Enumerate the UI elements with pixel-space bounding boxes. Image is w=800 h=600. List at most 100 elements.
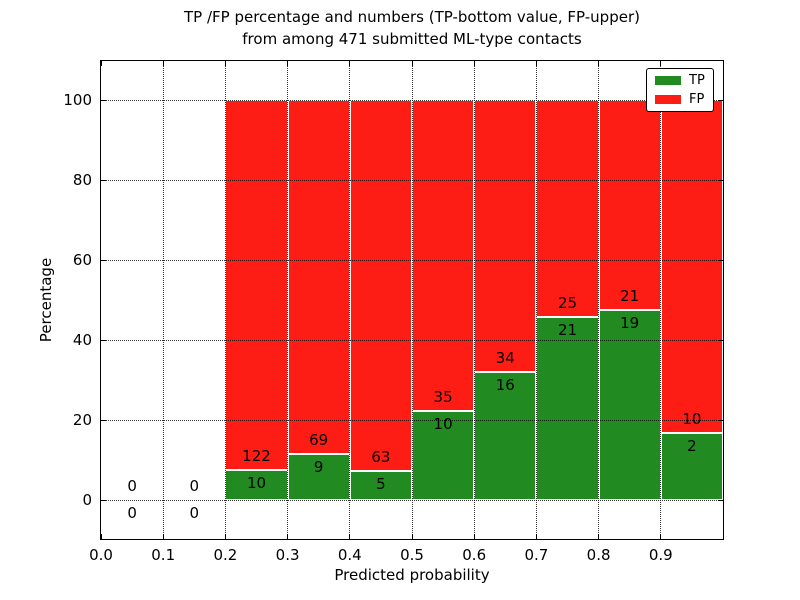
x-tick-label: 0.1 [151,546,176,564]
x-tick-mark [598,61,600,66]
y-tick-label: 80 [72,171,92,189]
y-tick-label: 20 [72,411,92,429]
y-tick-mark [101,259,106,261]
bar-count-label-fp: 10 [682,410,702,429]
x-tick-label: 0.3 [275,546,300,564]
gridline-vertical [411,61,413,539]
bar-segment-fp [536,100,599,318]
x-tick-label: 0.4 [337,546,362,564]
bar-segment-fp [287,100,350,454]
y-tick-label: 40 [72,331,92,349]
x-tick-mark [411,61,413,66]
bar-count-label-tp: 10 [433,415,453,434]
bar-count-label-tp: 16 [495,376,515,394]
gridline-horizontal [101,179,723,181]
x-tick-label: 0.5 [400,546,424,564]
x-tick-label: 0.9 [648,546,673,564]
x-tick-label: 0.8 [586,546,611,564]
x-axis-label: Predicted probability [334,566,490,584]
x-tick-mark [162,534,164,539]
gridline-vertical [162,61,164,539]
x-tick-mark [224,534,226,539]
x-tick-mark [162,61,164,66]
x-tick-mark [224,61,226,66]
bar-segment-tp [474,372,537,500]
bar-count-label-fp: 0 [127,477,137,495]
y-axis-label: Percentage [37,257,55,343]
x-tick-mark [535,534,537,539]
x-tick-mark [349,61,351,66]
bar-segment-fp [660,100,723,434]
gridline-vertical [349,61,351,539]
bar-count-label-fp: 69 [309,430,329,449]
x-tick-mark [598,534,600,539]
gridline-vertical [598,61,600,539]
bar-segment-tp [349,470,412,500]
gridline-horizontal [101,499,723,501]
legend: TP FP [646,68,714,112]
bar-count-label-tp: 21 [557,321,578,340]
x-tick-mark [287,61,289,66]
bar-segment-fp [474,100,537,372]
gridline-vertical [224,61,226,539]
y-tick-mark [101,339,106,341]
bar-count-label-fp: 122 [242,446,271,465]
legend-swatch-tp [655,76,681,85]
bar-segment-tp [598,310,661,500]
bar-count-label-tp: 9 [313,457,324,476]
bar-segment-fp [598,100,661,310]
legend-label: TP [689,73,705,88]
x-tick-mark [473,534,475,539]
y-tick-mark [718,99,723,101]
x-tick-mark [660,61,662,66]
x-tick-mark [535,61,537,66]
x-tick-mark [660,534,662,539]
bar-count-label-tp: 5 [376,474,386,493]
x-tick-label: 0.0 [89,546,113,564]
bar-count-label-tp: 19 [620,314,640,332]
legend-item: FP [655,93,705,106]
y-tick-label: 60 [72,251,92,269]
y-tick-mark [101,99,106,101]
bar-segment-tp [287,453,350,500]
x-tick-mark [349,534,351,539]
y-tick-mark [718,419,723,421]
y-tick-mark [718,259,723,261]
bar-count-label-tp: 2 [687,437,697,456]
bar-count-label-fp: 25 [557,294,578,313]
y-tick-mark [101,419,106,421]
bar-count-label-fp: 21 [620,287,640,305]
plot-area: 0 0 0 0 122 10 69 9 63 5 35 10 34 16 25 21 21 19 10 2 [100,60,724,540]
gridline-vertical [473,61,475,539]
y-tick-mark [718,339,723,341]
legend-swatch-fp [655,95,681,104]
gridline-horizontal [101,339,723,341]
legend-item: TP [655,74,705,87]
bar-segment-fp [349,100,412,471]
bar-segment-fp [225,100,288,470]
bar-segment-tp [536,317,599,500]
gridline-horizontal [101,419,723,421]
gridline-horizontal [101,259,723,261]
x-tick-label: 0.7 [524,546,549,564]
gridline-vertical [287,61,289,539]
gridline-vertical [535,61,537,539]
chart-title: TP /FP percentage and numbers (TP-bottom… [100,6,724,50]
x-tick-mark [473,61,475,66]
bar-count-label-fp: 34 [495,349,515,367]
bar-count-label-tp: 0 [189,504,200,522]
x-tick-mark [100,534,102,539]
bar-segment-tp [660,433,723,500]
x-tick-mark [100,61,102,66]
chart-title-line2: from among 471 submitted ML-type contact… [242,30,582,48]
x-tick-mark [287,534,289,539]
y-tick-mark [718,179,723,181]
bar-count-label-fp: 63 [371,447,391,466]
bar-count-label-fp: 0 [189,477,200,495]
bar-count-label-tp: 10 [246,473,267,492]
x-tick-mark [411,534,413,539]
y-tick-label: 100 [63,91,92,109]
y-tick-mark [101,499,106,501]
x-tick-label: 0.6 [462,546,487,564]
